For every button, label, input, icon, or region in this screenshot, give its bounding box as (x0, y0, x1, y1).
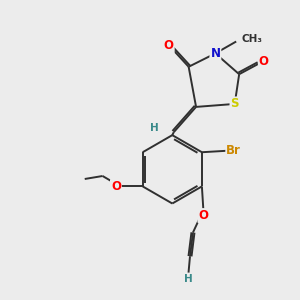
Text: H: H (150, 123, 159, 133)
Text: O: O (259, 55, 269, 68)
Text: N: N (210, 47, 220, 60)
Text: S: S (230, 98, 239, 110)
Text: CH₃: CH₃ (242, 34, 262, 44)
Text: Br: Br (226, 144, 241, 157)
Text: H: H (184, 274, 193, 284)
Text: O: O (164, 40, 174, 52)
Text: O: O (111, 180, 121, 193)
Text: O: O (198, 209, 208, 222)
